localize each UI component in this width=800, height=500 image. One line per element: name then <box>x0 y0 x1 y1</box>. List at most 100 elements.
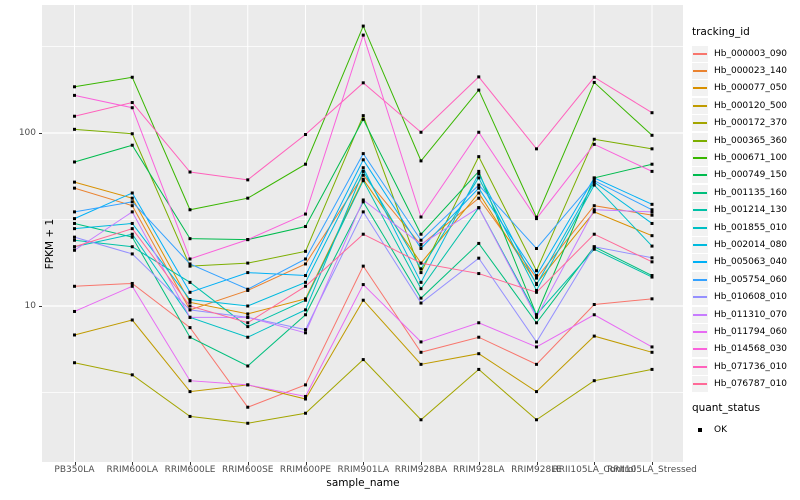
x-tick-label: PB350LA <box>54 465 95 475</box>
data-point <box>419 287 423 291</box>
data-point <box>130 281 134 285</box>
data-point <box>304 262 307 266</box>
quant-status-key-point-swatch <box>692 422 708 438</box>
data-point <box>246 405 250 409</box>
data-point <box>304 308 307 312</box>
data-point <box>592 75 596 79</box>
data-point <box>650 133 654 137</box>
data-point <box>477 206 481 210</box>
legend-item-label: Hb_005063_040 <box>714 257 788 268</box>
data-point <box>188 264 192 268</box>
data-point <box>650 147 654 151</box>
data-point <box>304 212 307 216</box>
data-point <box>419 261 423 265</box>
data-point <box>419 296 423 300</box>
data-point <box>361 283 365 287</box>
legend-key-line-swatch <box>692 202 708 219</box>
legend: tracking_id Hb_000003_090 Hb_000023_140 Hb… <box>692 26 798 438</box>
data-point <box>73 217 76 221</box>
legend-key-line-swatch <box>692 63 708 80</box>
x-tick-label: RRIM600PE <box>279 465 332 475</box>
data-point <box>650 275 654 279</box>
legend-item: Hb_011794_060 <box>692 323 798 340</box>
data-point <box>361 81 365 85</box>
data-point <box>130 221 134 225</box>
data-point <box>188 298 192 302</box>
legend-key-line-swatch <box>692 323 708 340</box>
data-point <box>361 298 365 302</box>
data-point <box>304 257 307 261</box>
data-point <box>73 227 76 231</box>
data-point <box>650 221 654 225</box>
data-point <box>246 304 250 308</box>
legend-color-line <box>693 174 707 177</box>
data-point <box>246 364 250 368</box>
data-point <box>592 303 596 307</box>
data-point <box>73 180 76 184</box>
legend-key-line-swatch <box>692 45 708 62</box>
data-point <box>535 147 538 151</box>
data-point <box>188 262 192 266</box>
legend-key-line-swatch <box>692 271 708 288</box>
data-point <box>246 335 250 339</box>
data-point <box>650 169 654 173</box>
data-point <box>477 272 481 276</box>
legend-item: Hb_001214_130 <box>692 202 798 219</box>
legend-color-line <box>693 278 707 281</box>
data-point <box>535 390 538 394</box>
x-tick-mark <box>652 462 653 465</box>
legend-key-line-swatch <box>692 358 708 375</box>
data-point <box>477 176 481 180</box>
legend-item: Hb_014568_030 <box>692 341 798 358</box>
data-point <box>535 246 538 250</box>
data-point <box>304 397 307 401</box>
data-point <box>477 172 481 176</box>
legend-key-line-swatch <box>692 376 708 393</box>
data-point <box>361 358 365 362</box>
legend-item-label: Hb_001214_130 <box>714 205 788 216</box>
data-point <box>130 196 134 200</box>
data-point <box>130 101 134 105</box>
legend-key-line-swatch <box>692 236 708 253</box>
data-point <box>304 394 307 398</box>
data-point <box>188 308 192 312</box>
data-point <box>650 345 654 349</box>
legend-key-line-swatch <box>692 184 708 201</box>
data-point <box>130 284 134 288</box>
data-point <box>535 283 538 287</box>
data-point <box>188 335 192 339</box>
data-point <box>419 130 423 134</box>
data-point <box>304 284 307 288</box>
quant-status-legend: quant_status OK <box>692 402 798 438</box>
x-tick-mark <box>305 462 307 465</box>
data-point <box>73 221 76 225</box>
x-tick-label: RRIM600LE <box>164 465 216 475</box>
data-point <box>130 232 134 236</box>
data-point <box>650 234 654 238</box>
data-point <box>419 418 423 422</box>
legend-color-line <box>693 365 707 368</box>
data-point <box>73 361 76 365</box>
legend-item: Hb_000120_500 <box>692 97 798 114</box>
data-point <box>592 176 596 180</box>
legend-items: Hb_000003_090 Hb_000023_140 Hb_000077_050 H… <box>692 45 798 393</box>
data-point <box>130 106 134 110</box>
x-tick-mark <box>132 462 134 465</box>
y-tick-mark <box>39 133 42 134</box>
data-point <box>361 33 365 37</box>
data-point <box>188 300 192 304</box>
legend-color-line <box>693 122 707 125</box>
data-point <box>188 170 192 174</box>
legend-key-line-swatch <box>692 254 708 271</box>
legend-color-line <box>693 243 707 246</box>
data-point <box>419 246 423 250</box>
quant-status-label: OK <box>714 424 727 435</box>
y-tick-mark <box>39 306 42 307</box>
legend-item: Hb_071736_010 <box>692 358 798 375</box>
legend-color-line <box>693 261 707 264</box>
legend-item-label: Hb_000120_500 <box>714 100 788 111</box>
data-point <box>592 204 596 208</box>
legend-key-line-swatch <box>692 115 708 132</box>
data-point <box>130 132 134 136</box>
data-point <box>535 274 538 278</box>
